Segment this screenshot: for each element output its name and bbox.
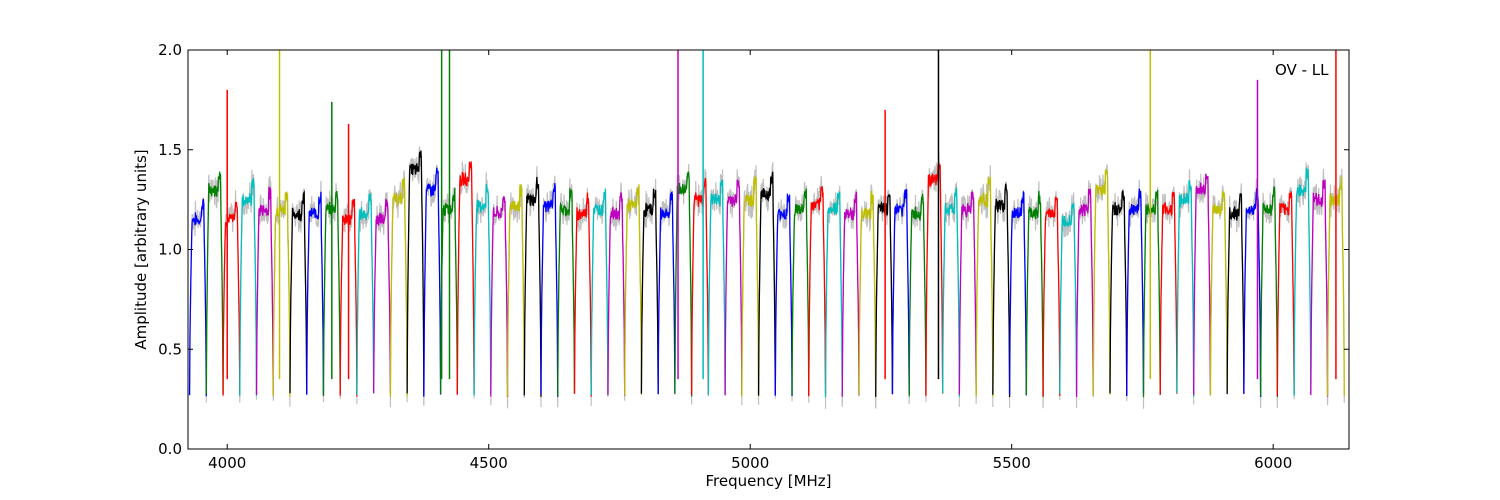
band-line-56 bbox=[1126, 188, 1145, 396]
band-line-64 bbox=[1259, 185, 1279, 397]
band-line-47 bbox=[975, 176, 994, 397]
band-line-55 bbox=[1109, 190, 1128, 396]
y-tick-label: 0.5 bbox=[158, 340, 182, 358]
band-line-21 bbox=[540, 183, 559, 397]
x-tick-label: 4000 bbox=[208, 454, 246, 472]
band-line-28 bbox=[657, 190, 676, 395]
band-line-0 bbox=[188, 198, 207, 397]
band-line-20 bbox=[523, 176, 542, 397]
band-line-52 bbox=[1059, 202, 1078, 394]
band-line-62 bbox=[1226, 193, 1245, 395]
band-line-18 bbox=[490, 195, 509, 398]
band-line-67 bbox=[1310, 179, 1329, 397]
x-tick-label: 6000 bbox=[1254, 454, 1292, 472]
band-line-53 bbox=[1075, 188, 1094, 397]
band-line-16 bbox=[456, 161, 475, 395]
band-line-1 bbox=[205, 171, 224, 395]
band-line-3 bbox=[239, 177, 258, 397]
band-line-23 bbox=[573, 192, 592, 397]
band-line-36 bbox=[791, 188, 810, 396]
polarization-annotation: OV - LL bbox=[1275, 61, 1329, 79]
band-line-27 bbox=[640, 188, 659, 394]
band-line-5 bbox=[272, 191, 291, 397]
band-line-37 bbox=[808, 186, 827, 397]
background-band-64 bbox=[1260, 177, 1278, 408]
y-tick-label: 1.5 bbox=[158, 141, 182, 159]
band-line-61 bbox=[1209, 190, 1228, 396]
band-line-50 bbox=[1025, 191, 1044, 398]
band-line-43 bbox=[908, 193, 927, 397]
band-line-48 bbox=[992, 183, 1011, 397]
band-line-26 bbox=[624, 184, 643, 396]
background-band-32 bbox=[724, 169, 743, 396]
band-line-60 bbox=[1193, 173, 1212, 395]
x-tick-label: 5500 bbox=[993, 454, 1031, 472]
band-line-45 bbox=[942, 186, 961, 397]
band-line-30 bbox=[690, 177, 710, 396]
band-line-24 bbox=[590, 188, 609, 396]
background-series bbox=[188, 146, 1345, 409]
x-axis: 4000 4500 5000 5500 6000 bbox=[208, 50, 1292, 472]
band-line-49 bbox=[1008, 191, 1027, 396]
band-line-12 bbox=[389, 177, 408, 397]
band-line-66 bbox=[1293, 167, 1312, 396]
x-axis-label: Frequency [MHz] bbox=[705, 472, 831, 490]
band-line-10 bbox=[356, 193, 375, 396]
band-line-13 bbox=[406, 150, 425, 397]
band-line-22 bbox=[557, 188, 576, 397]
spike-series bbox=[226, 50, 1337, 380]
band-line-65 bbox=[1276, 191, 1295, 396]
band-line-19 bbox=[506, 184, 525, 397]
y-axis: 0.0 0.5 1.0 1.5 2.0 bbox=[158, 41, 1349, 458]
band-line-58 bbox=[1159, 192, 1178, 395]
y-tick-label: 0.0 bbox=[158, 440, 182, 458]
background-band-21 bbox=[540, 175, 559, 408]
band-series bbox=[188, 150, 1345, 398]
band-line-57 bbox=[1142, 189, 1161, 398]
band-line-35 bbox=[774, 193, 793, 397]
band-line-11 bbox=[373, 198, 392, 394]
band-line-54 bbox=[1092, 169, 1111, 396]
band-line-2 bbox=[222, 201, 241, 396]
band-line-38 bbox=[824, 191, 843, 398]
band-line-41 bbox=[875, 194, 894, 397]
y-tick-label: 1.0 bbox=[158, 241, 182, 259]
y-axis-label: Amplitude [arbitrary units] bbox=[132, 149, 150, 349]
band-line-32 bbox=[724, 178, 743, 396]
band-line-25 bbox=[607, 192, 626, 396]
band-line-42 bbox=[891, 188, 910, 395]
band-line-40 bbox=[858, 190, 877, 398]
band-line-59 bbox=[1176, 180, 1195, 397]
y-tick-label: 2.0 bbox=[158, 41, 182, 59]
band-line-6 bbox=[289, 190, 308, 395]
band-line-7 bbox=[306, 191, 325, 396]
band-line-33 bbox=[741, 176, 760, 397]
x-tick-label: 5000 bbox=[731, 454, 769, 472]
band-line-34 bbox=[757, 171, 776, 396]
band-line-17 bbox=[473, 183, 492, 396]
band-line-44 bbox=[925, 162, 944, 397]
band-line-46 bbox=[958, 191, 977, 395]
band-line-31 bbox=[707, 179, 726, 396]
x-tick-label: 4500 bbox=[470, 454, 508, 472]
band-line-39 bbox=[841, 191, 860, 397]
band-line-14 bbox=[423, 167, 442, 397]
band-line-51 bbox=[1042, 196, 1061, 397]
band-line-4 bbox=[255, 186, 274, 396]
